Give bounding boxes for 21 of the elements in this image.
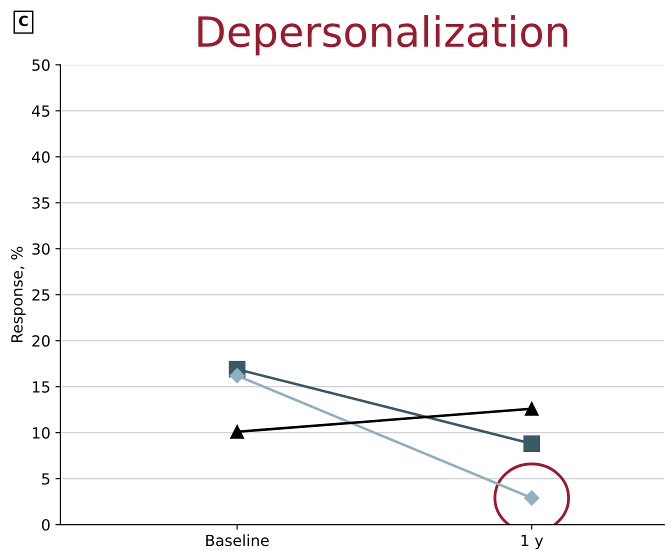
x-tick-label: 1 y: [522, 534, 544, 550]
y-tick-label: 45: [32, 105, 50, 117]
point: [230, 424, 244, 439]
y-tick-label: 0: [42, 519, 50, 531]
point: [230, 368, 245, 384]
y-tick-label: 20: [32, 335, 50, 347]
y-tick-label: 15: [32, 381, 50, 393]
point: [524, 490, 540, 506]
chart-title: Depersonalization: [198, 15, 568, 56]
y-tick-label: 50: [32, 59, 50, 71]
text: C: [19, 16, 28, 26]
point: [523, 435, 540, 452]
y-tick-label: 25: [32, 289, 50, 301]
y-tick-label: 35: [32, 197, 50, 209]
x-tick-label: Baseline: [206, 534, 269, 546]
y-axis-title: Response, %: [11, 246, 26, 342]
y-tick-label: 5: [42, 473, 50, 485]
y-tick-label: 30: [32, 243, 50, 255]
y-tick-label: 40: [32, 151, 50, 163]
point: [524, 402, 539, 416]
y-tick-label: 10: [32, 427, 50, 439]
